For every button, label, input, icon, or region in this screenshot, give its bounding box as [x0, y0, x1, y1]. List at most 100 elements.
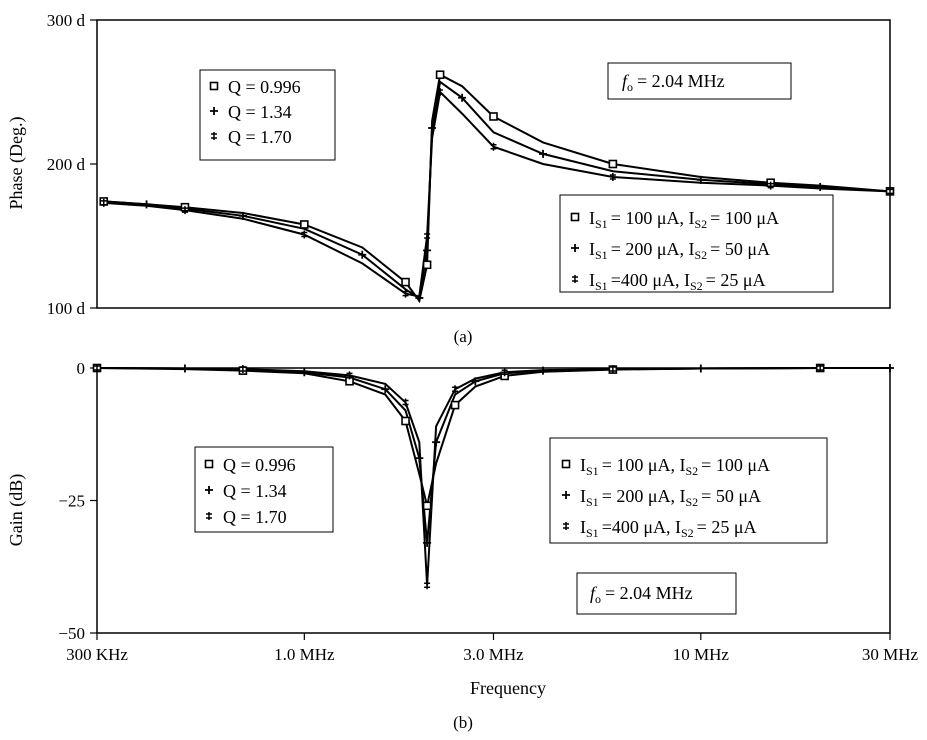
phase-current-legend-marker [571, 244, 579, 252]
gain-series-line-3 [96, 367, 890, 586]
gain-current-legend-label: IS1 = 100 μA, IS2 = 100 μA [580, 455, 770, 478]
phase-q-legend-box [199, 69, 336, 161]
phase-data-point [301, 230, 308, 239]
gain-data-point [401, 416, 410, 426]
gain-data-point [452, 385, 459, 394]
phase-data-point [767, 181, 774, 190]
gain-x-tick-label: 300 KHz [66, 645, 128, 664]
gain-x-tick-label: 30 MHz [862, 645, 919, 664]
phase-data-point [181, 206, 188, 215]
gain-y-axis-title: Gain (dB) [6, 474, 27, 546]
gain-current-legend-marker [561, 459, 571, 469]
gain-data-point [94, 364, 100, 372]
phase-current-legend-marker [570, 212, 580, 222]
gain-data-point [423, 538, 432, 547]
phase-data-point [437, 88, 444, 96]
gain-data-point [381, 385, 390, 394]
phase-data-point [435, 70, 445, 80]
gain-caption: (b) [453, 713, 473, 732]
gain-data-point [471, 377, 480, 386]
gain-data-point [300, 368, 309, 377]
gain-x-tick-label: 10 MHz [673, 645, 730, 664]
gain-series-markers [92, 363, 894, 590]
phase-caption: (a) [454, 327, 473, 346]
phase-data-point [358, 250, 367, 259]
phase-fo-sub: o [627, 80, 633, 94]
gain-x-tick-label: 3.0 MHz [463, 645, 524, 664]
phase-data-point [415, 293, 424, 302]
gain-current-legend-box [549, 437, 828, 544]
gain-x-ticks: 300 KHz 1.0 MHz 3.0 MHz 10 MHz 30 MHz [66, 633, 919, 664]
phase-current-legend-label: IS1 = 200 μA, IS2 = 50 μA [589, 239, 770, 262]
gain-fo-frame [576, 572, 737, 615]
gain-q-legend-marker [204, 459, 214, 469]
gain-data-point [422, 501, 432, 511]
phase-q-legend-marker [210, 107, 218, 115]
gain-data-point [501, 368, 508, 377]
phase-fo-label: fo = 2.04 MHz [622, 71, 725, 94]
phase-data-point [609, 172, 616, 181]
gain-fo-symbol: f [590, 583, 598, 603]
phase-data-point [238, 211, 247, 220]
phase-current-legend-marker [572, 275, 578, 283]
phase-fo-box: fo = 2.04 MHz [607, 62, 792, 100]
gain-fo-box: fo = 2.04 MHz [576, 572, 737, 615]
phase-fo-value: = 2.04 MHz [637, 71, 725, 91]
gain-data-point [346, 371, 353, 380]
gain-data-point [239, 365, 246, 374]
phase-y-tick-label: 300 d [47, 11, 86, 30]
gain-data-point [415, 454, 424, 463]
phase-fo-frame [607, 62, 792, 100]
gain-current-legend-label: IS1 =400 μA, IS2 = 25 μA [580, 517, 756, 540]
gain-data-point [432, 438, 441, 447]
phase-series-markers [99, 70, 895, 302]
phase-data-point [887, 187, 893, 196]
phase-data-point [428, 124, 437, 132]
gain-data-point [886, 364, 894, 372]
gain-x-axis-title: Frequency [470, 678, 546, 698]
gain-x-tick-label: 1.0 MHz [274, 645, 335, 664]
gain-fo-value: = 2.04 MHz [605, 583, 693, 603]
phase-data-point [100, 198, 107, 207]
gain-data-point [539, 366, 548, 375]
gain-q-legend-label: Q = 1.34 [223, 481, 287, 501]
phase-data-point [816, 183, 825, 192]
gain-current-legend-label: IS1 = 200 μA, IS2 = 50 μA [580, 486, 761, 509]
gain-q-legend-label: Q = 0.996 [223, 455, 296, 475]
gain-data-point [696, 364, 705, 373]
phase-data-point [402, 289, 409, 298]
gain-fo-label: fo = 2.04 MHz [590, 583, 693, 606]
phase-data-point [300, 220, 309, 229]
phase-current-legend: IS1 = 100 μA, IS2 = 100 μA IS1 = 200 μA, IS2… [559, 194, 834, 293]
phase-q-legend-marker [209, 81, 219, 91]
gain-q-legend-box [194, 446, 334, 533]
phase-data-point [424, 232, 431, 240]
gain-q-legend-marker [206, 512, 212, 520]
gain-data-point [402, 398, 409, 407]
phase-current-legend-box [559, 194, 834, 293]
gain-q-legend: Q = 0.996 Q = 1.34 Q = 1.70 [194, 446, 334, 533]
phase-data-point [489, 112, 498, 121]
gain-data-point [180, 364, 189, 373]
phase-q-legend-marker [211, 132, 217, 140]
gain-y-tick-label: −50 [58, 624, 85, 643]
gain-y-ticks: 0 −25 −50 [58, 359, 97, 643]
phase-q-legend: Q = 0.996 Q = 1.34 Q = 1.70 [199, 69, 336, 161]
phase-data-point [608, 159, 618, 169]
gain-series-lines [96, 367, 890, 586]
gain-q-legend-marker [205, 486, 213, 494]
phase-current-legend-label: IS1 =400 μA, IS2 = 25 μA [589, 270, 765, 293]
phase-fo-symbol: f [622, 71, 630, 91]
phase-data-point [696, 175, 705, 184]
gain-chart-panel: Gain (dB) 0 −25 −50 300 KHz 1.0 MHz 3.0 MHz 1… [6, 359, 919, 732]
gain-current-legend-marker [562, 491, 570, 499]
phase-data-point [401, 277, 410, 287]
phase-y-tick-label: 200 d [47, 155, 86, 174]
phase-data-point [539, 149, 548, 158]
gain-y-tick-label: 0 [77, 359, 86, 378]
gain-data-point [609, 365, 616, 374]
gain-current-legend: IS1 = 100 μA, IS2 = 100 μA IS1 = 200 μA, IS2… [549, 437, 828, 544]
phase-y-axis-title: Phase (Deg.) [6, 117, 27, 210]
gain-y-tick-label: −25 [58, 492, 85, 511]
